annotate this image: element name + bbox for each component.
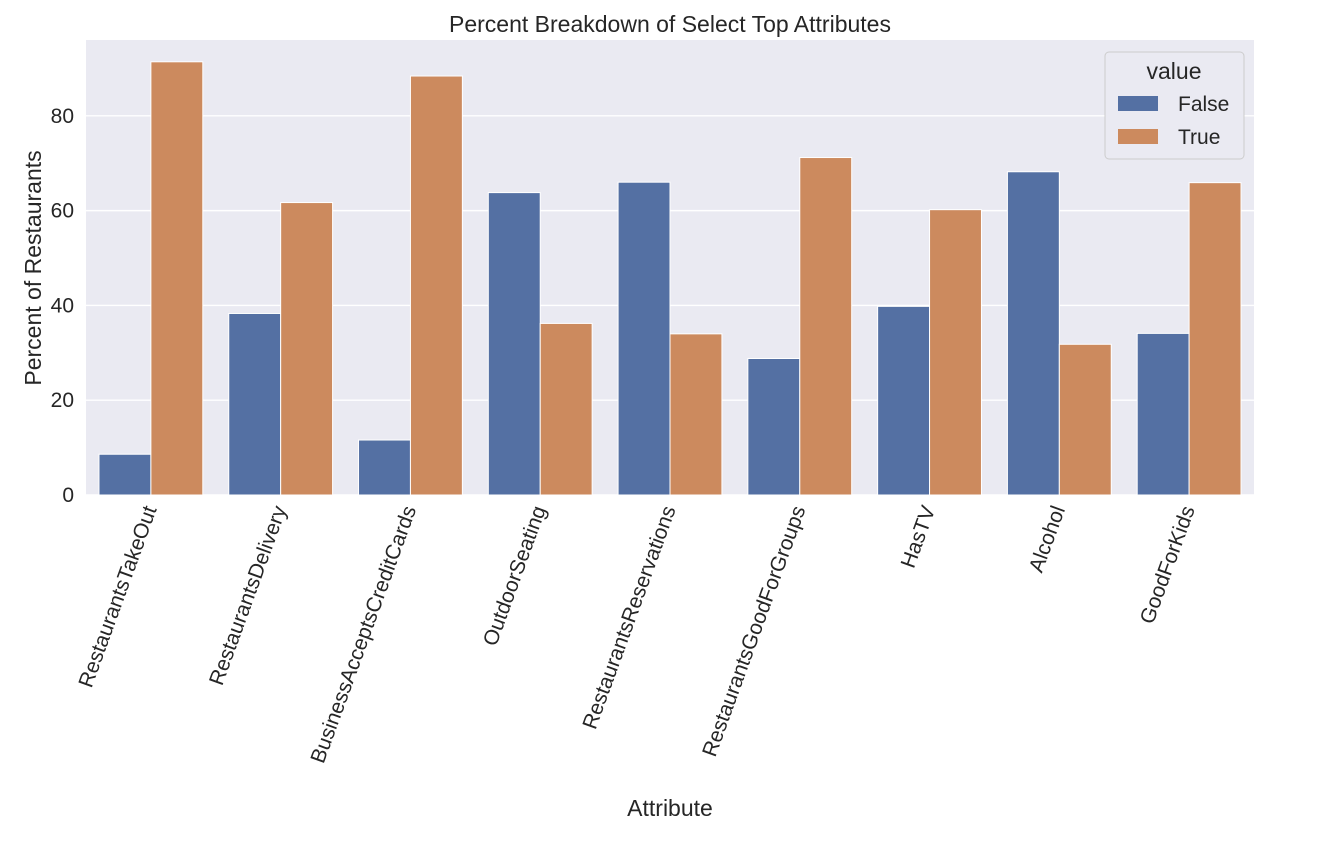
y-tick-label: 20 — [51, 389, 74, 412]
legend-title: value — [1147, 58, 1202, 84]
bar-false-RestaurantsDelivery — [228, 312, 282, 496]
bar-true-HasTV — [929, 209, 982, 496]
chart-title: Percent Breakdown of Select Top Attribut… — [449, 11, 891, 37]
bar-false-Alcohol — [1006, 171, 1060, 496]
x-tick-label: OutdoorSeating — [479, 503, 551, 649]
bar-false-RestaurantsReservations — [617, 181, 671, 496]
y-tick-label: 60 — [51, 200, 74, 223]
x-tick-label: Alcohol — [1025, 503, 1070, 576]
bar-true-BusinessAcceptsCreditCards — [409, 75, 463, 496]
x-tick-label: RestaurantsDelivery — [205, 502, 291, 688]
bar-false-OutdoorSeating — [487, 192, 541, 496]
x-axis-label: Attribute — [627, 795, 713, 821]
bar-false-HasTV — [877, 305, 931, 496]
x-tick-label: HasTV — [897, 503, 941, 571]
bar-false-RestaurantsTakeOut — [98, 453, 152, 496]
bar-false-BusinessAcceptsCreditCards — [358, 439, 411, 496]
legend-label-false: False — [1178, 93, 1229, 116]
bar-true-RestaurantsDelivery — [280, 202, 334, 496]
x-tick-label: RestaurantsReservations — [578, 503, 680, 732]
x-tick-label: GoodForKids — [1136, 503, 1200, 627]
x-tick-label: BusinessAcceptsCreditCards — [307, 503, 422, 766]
bar-true-Alcohol — [1058, 343, 1112, 496]
y-axis-label: Percent of Restaurants — [20, 150, 46, 385]
bar-true-OutdoorSeating — [539, 322, 593, 496]
bar-true-RestaurantsGoodForGroups — [799, 157, 853, 496]
bar-false-GoodForKids — [1136, 332, 1190, 496]
legend-swatch-true — [1118, 129, 1158, 144]
y-tick-label: 40 — [51, 294, 74, 317]
x-tick-label: RestaurantsTakeOut — [74, 503, 161, 691]
bar-true-RestaurantsTakeOut — [150, 61, 204, 496]
y-tick-label: 80 — [51, 105, 74, 128]
legend: value False True — [1104, 51, 1245, 160]
bar-true-GoodForKids — [1188, 182, 1242, 496]
legend-swatch-false — [1118, 96, 1158, 111]
x-tick-labels: RestaurantsTakeOut RestaurantsDelivery Bus… — [74, 502, 1199, 766]
bar-false-RestaurantsGoodForGroups — [747, 358, 801, 496]
x-tick-label: RestaurantsGoodForGroups — [698, 503, 810, 760]
y-tick-label: 0 — [62, 484, 74, 507]
y-tick-labels: 0 20 40 60 80 — [51, 105, 74, 507]
legend-label-true: True — [1178, 126, 1220, 149]
bars — [98, 61, 1242, 496]
bar-true-RestaurantsReservations — [669, 333, 723, 496]
